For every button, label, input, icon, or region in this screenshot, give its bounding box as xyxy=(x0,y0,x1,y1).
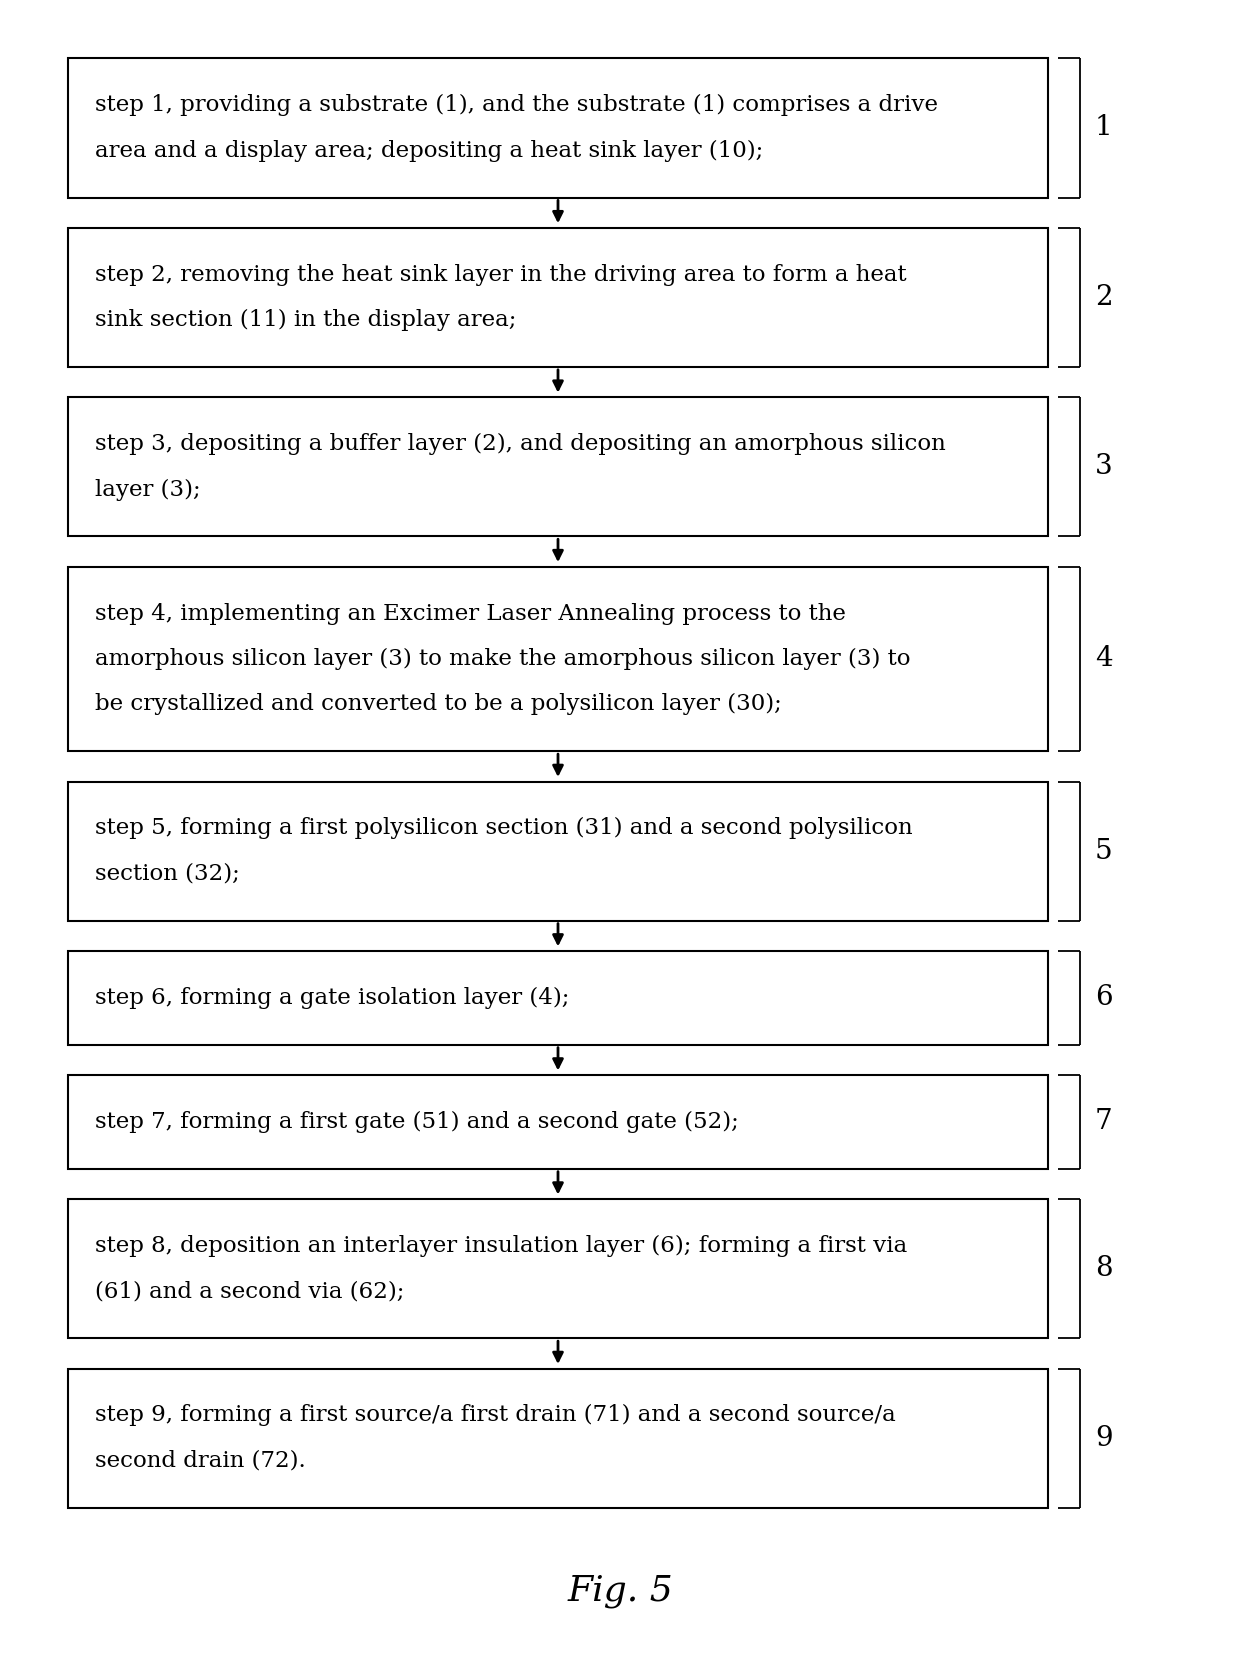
Text: amorphous silicon layer (3) to make the amorphous silicon layer (3) to: amorphous silicon layer (3) to make the … xyxy=(95,648,911,670)
Text: step 5, forming a first polysilicon section (31) and a second polysilicon: step 5, forming a first polysilicon sect… xyxy=(95,818,913,840)
Text: step 6, forming a gate isolation layer (4);: step 6, forming a gate isolation layer (… xyxy=(95,986,570,1010)
Text: 6: 6 xyxy=(1095,985,1112,1011)
Bar xyxy=(68,1200,1048,1338)
Text: step 2, removing the heat sink layer in the driving area to form a heat: step 2, removing the heat sink layer in … xyxy=(95,263,908,285)
Text: step 4, implementing an Excimer Laser Annealing process to the: step 4, implementing an Excimer Laser An… xyxy=(95,603,847,625)
Text: step 9, forming a first source/a first drain (71) and a second source/a: step 9, forming a first source/a first d… xyxy=(95,1404,897,1426)
Text: step 3, depositing a buffer layer (2), and depositing an amorphous silicon: step 3, depositing a buffer layer (2), a… xyxy=(95,433,946,455)
Bar xyxy=(68,566,1048,751)
Bar xyxy=(68,781,1048,921)
Bar xyxy=(68,58,1048,198)
Text: step 1, providing a substrate (1), and the substrate (1) comprises a drive: step 1, providing a substrate (1), and t… xyxy=(95,95,939,117)
Text: 1: 1 xyxy=(1095,115,1112,142)
Bar xyxy=(68,1368,1048,1508)
Text: second drain (72).: second drain (72). xyxy=(95,1449,306,1471)
Bar xyxy=(68,228,1048,367)
Text: 4: 4 xyxy=(1095,645,1112,673)
Bar xyxy=(68,1075,1048,1170)
Text: section (32);: section (32); xyxy=(95,863,241,885)
Text: 8: 8 xyxy=(1095,1254,1112,1283)
Text: area and a display area; depositing a heat sink layer (10);: area and a display area; depositing a he… xyxy=(95,140,764,162)
Text: be crystallized and converted to be a polysilicon layer (30);: be crystallized and converted to be a po… xyxy=(95,693,782,715)
Bar xyxy=(68,951,1048,1045)
Text: 7: 7 xyxy=(1095,1108,1112,1136)
Text: step 7, forming a first gate (51) and a second gate (52);: step 7, forming a first gate (51) and a … xyxy=(95,1111,739,1133)
Text: Fig. 5: Fig. 5 xyxy=(567,1574,673,1608)
Text: (61) and a second via (62);: (61) and a second via (62); xyxy=(95,1281,405,1303)
Text: 5: 5 xyxy=(1095,838,1112,865)
Text: layer (3);: layer (3); xyxy=(95,478,201,500)
Text: 9: 9 xyxy=(1095,1424,1112,1451)
Text: 2: 2 xyxy=(1095,283,1112,312)
Bar xyxy=(68,397,1048,536)
Text: step 8, deposition an interlayer insulation layer (6); forming a first via: step 8, deposition an interlayer insulat… xyxy=(95,1235,908,1258)
Text: sink section (11) in the display area;: sink section (11) in the display area; xyxy=(95,308,517,332)
Text: 3: 3 xyxy=(1095,453,1112,480)
